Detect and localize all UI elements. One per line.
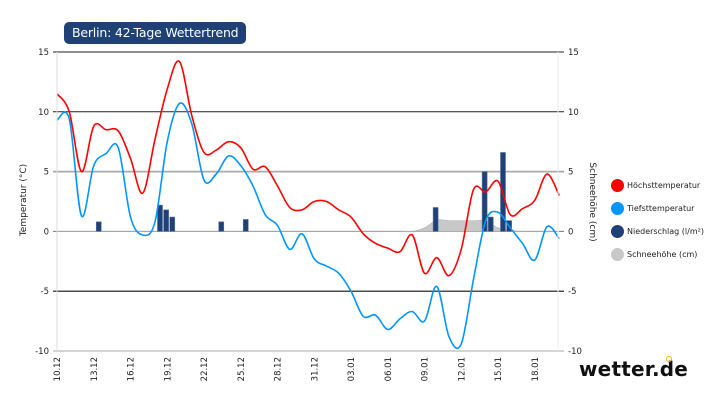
precipitation-bars	[95, 152, 512, 232]
x-tick-label: 03.01	[347, 357, 357, 381]
precipitation-bar	[242, 219, 249, 232]
x-tick-label: 09.01	[421, 357, 431, 381]
y-axis-label: Temperatur (°C)	[19, 164, 29, 237]
precipitation-bar	[163, 209, 169, 232]
y2-axis-label: Schneehöhe (cm)	[587, 162, 597, 241]
y2-tick-label: -5	[568, 287, 576, 297]
legend-item-min-temp[interactable]: Tiefsttemperatur	[611, 197, 704, 220]
precipitation-bar	[218, 221, 225, 232]
blue-dot-icon	[611, 202, 624, 215]
y-tick-label: 15	[38, 48, 49, 58]
x-tick-label: 13.12	[90, 357, 100, 381]
legend-label: Niederschlag (l/m²)	[627, 227, 704, 236]
legend-item-snow[interactable]: Schneehöhe (cm)	[611, 243, 704, 266]
max-temperature-line	[56, 60, 560, 277]
y-tick-label: -5	[41, 287, 49, 297]
x-tick-label: 10.12	[53, 357, 63, 381]
chart-title: Berlin: 42-Tage Wettertrend	[64, 22, 247, 44]
navy-dot-icon	[611, 225, 624, 238]
x-tick-label: 12.01	[457, 357, 467, 381]
precipitation-bar	[432, 207, 439, 232]
precipitation-bar	[157, 204, 163, 232]
y-tick-label: -10	[35, 347, 49, 357]
wetter-de-logo[interactable]: wetter.de	[579, 357, 689, 381]
y2-tick-label: 0	[568, 227, 573, 237]
precipitation-bar	[169, 216, 176, 232]
x-tick-label: 25.12	[237, 357, 247, 381]
legend-label: Höchsttemperatur	[627, 181, 701, 190]
x-tick-label: 16.12	[127, 357, 137, 381]
legend-item-max-temp[interactable]: Höchsttemperatur	[611, 174, 704, 197]
x-tick-label: 22.12	[200, 357, 210, 381]
axes: 15 15 10 10 5 5 0 0 -5 -5 -10 -10 10.12 13.12 16.12 19.…	[35, 48, 582, 381]
y-tick-label: 5	[44, 168, 49, 178]
legend-label: Schneehöhe (cm)	[627, 250, 698, 259]
y-tick-label: 10	[38, 108, 49, 118]
red-dot-icon	[611, 179, 624, 192]
y2-tick-label: 10	[568, 108, 579, 118]
legend-label: Tiefsttemperatur	[627, 204, 695, 213]
precipitation-bar	[487, 216, 494, 232]
x-tick-label: 15.01	[494, 357, 504, 381]
legend-item-precipitation[interactable]: Niederschlag (l/m²)	[611, 220, 704, 243]
temperature-lines	[56, 60, 560, 350]
y2-tick-label: -10	[568, 347, 582, 357]
y2-tick-label: 15	[568, 48, 579, 58]
min-temperature-line	[56, 102, 560, 350]
y2-tick-label: 5	[568, 168, 573, 178]
x-tick-label: 28.12	[274, 357, 284, 381]
gray-dot-icon	[611, 248, 624, 261]
legend: Höchsttemperatur Tiefsttemperatur Nieder…	[611, 174, 704, 266]
precipitation-bar	[95, 221, 102, 232]
x-tick-label: 19.12	[163, 357, 173, 381]
x-tick-label: 06.01	[384, 357, 394, 381]
x-tick-label: 31.12	[310, 357, 320, 381]
y-tick-label: 0	[44, 227, 49, 237]
logo-circle-icon	[666, 356, 672, 362]
x-tick-label: 18.01	[531, 357, 541, 381]
precipitation-bar	[481, 171, 488, 232]
